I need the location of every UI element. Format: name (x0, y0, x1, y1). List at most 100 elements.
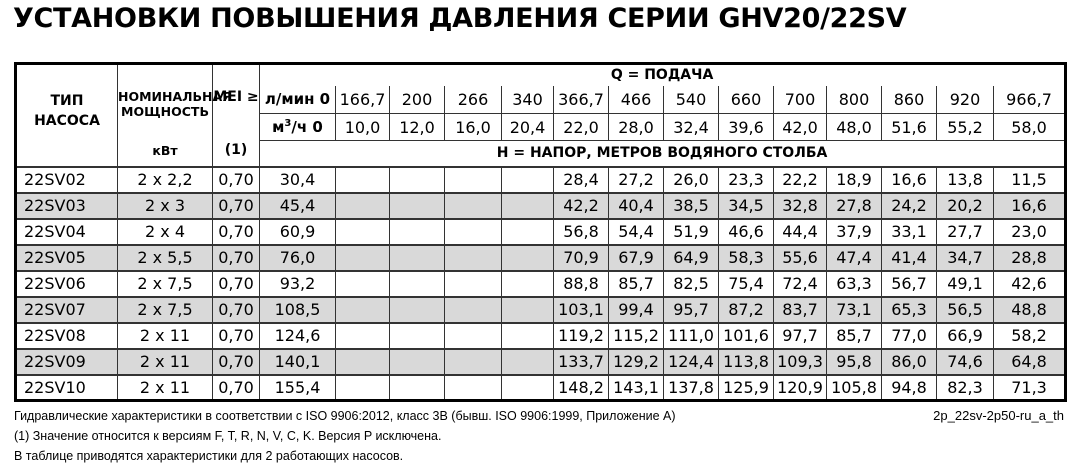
flow-lmin-value: 860 (881, 85, 937, 114)
head-value-cell: 99,4 (608, 295, 664, 324)
mei-label: MEI ≥ (213, 89, 259, 106)
head-value-cell: 70,9 (553, 243, 609, 272)
head-value-cell (335, 191, 390, 220)
head-value-cell: 54,4 (608, 217, 664, 246)
flow-lmin-value: 266 (444, 85, 502, 114)
head-value-cell (501, 373, 554, 402)
power-unit-label: кВт (152, 143, 178, 159)
head-value-cell: 119,2 (553, 321, 609, 350)
head-value-cell (389, 347, 445, 376)
head-value-cell: 30,4 (259, 165, 336, 194)
head-value-cell: 41,4 (881, 243, 937, 272)
col-header-pump-type: ТИП НАСОСА (15, 63, 118, 168)
head-value-cell: 85,7 (608, 269, 664, 298)
head-value-cell: 88,8 (553, 269, 609, 298)
head-value-cell: 76,0 (259, 243, 336, 272)
head-value-cell: 94,8 (881, 373, 937, 402)
flow-lmin-value: 340 (501, 85, 554, 114)
power-cell: 2 x 11 (117, 347, 213, 376)
head-value-cell (501, 321, 554, 350)
mei-footnote-ref: (1) (224, 142, 248, 159)
head-value-cell (335, 321, 390, 350)
head-value-cell: 137,8 (663, 373, 719, 402)
head-value-cell (389, 191, 445, 220)
table-row: 22SV02 2 x 2,2 0,70 30,4 28,4 27,2 26,0 23,3 22,… (15, 165, 1067, 194)
head-value-cell: 97,7 (773, 321, 827, 350)
head-value-cell: 64,8 (992, 347, 1067, 376)
head-value-cell: 22,2 (773, 165, 827, 194)
flow-m3h-value: 32,4 (663, 113, 719, 141)
table-row: 22SV05 2 x 5,5 0,70 76,0 70,9 67,9 64,9 58,3 55,… (15, 243, 1067, 272)
head-value-cell: 27,8 (826, 191, 882, 220)
flow-m3h-value: 28,0 (608, 113, 664, 141)
head-value-cell: 16,6 (881, 165, 937, 194)
mei-cell: 0,70 (212, 269, 260, 298)
flow-lmin-value: 800 (826, 85, 882, 114)
flow-m3h-row: м3/ч 0 10,0 12,0 16,0 20,4 22,0 28,0 32,4 39,6 4… (16, 113, 1067, 141)
head-value-cell: 133,7 (553, 347, 609, 376)
head-value-cell: 124,4 (663, 347, 719, 376)
head-value-cell: 44,4 (773, 217, 827, 246)
head-value-cell (389, 269, 445, 298)
flow-m3h-value: 10,0 (335, 113, 390, 141)
head-value-cell: 27,7 (936, 217, 994, 246)
head-value-cell (335, 347, 390, 376)
head-value-cell: 45,4 (259, 191, 336, 220)
head-value-cell (501, 243, 554, 272)
head-value-cell (444, 373, 502, 402)
mei-cell: 0,70 (212, 347, 260, 376)
head-value-cell (444, 295, 502, 324)
flow-lmin-value: 200 (389, 85, 445, 114)
pump-type-cell: 22SV08 (15, 321, 118, 350)
head-value-cell: 95,7 (663, 295, 719, 324)
head-value-cell (501, 269, 554, 298)
head-value-cell (335, 165, 390, 194)
q-flow-header: Q = ПОДАЧА (610, 67, 714, 84)
head-value-cell (335, 243, 390, 272)
head-value-cell (389, 321, 445, 350)
head-value-cell: 125,9 (718, 373, 774, 402)
flow-m3h-value: 12,0 (389, 113, 445, 141)
flow-lmin-value: 366,7 (553, 85, 609, 114)
pump-type-cell: 22SV05 (15, 243, 118, 272)
head-value-cell: 101,6 (718, 321, 774, 350)
power-cell: 2 x 5,5 (117, 243, 213, 272)
head-value-cell: 58,3 (718, 243, 774, 272)
power-cell: 2 x 7,5 (117, 295, 213, 324)
flow-unit-lmin: л/мин 0 (259, 85, 336, 114)
power-cell: 2 x 4 (117, 217, 213, 246)
head-value-cell (389, 373, 445, 402)
h-head-header: Н = НАПОР, МЕТРОВ ВОДЯНОГО СТОЛБА (259, 140, 1066, 168)
flow-lmin-row: л/мин 0 166,7 200 266 340 366,7 466 540 660 700 8… (16, 85, 1067, 114)
head-value-cell: 56,5 (936, 295, 994, 324)
flow-m3h-value: 42,0 (773, 113, 827, 141)
head-value-cell: 34,5 (718, 191, 774, 220)
flow-m3h-value: 16,0 (444, 113, 502, 141)
mei-cell: 0,70 (212, 295, 260, 324)
head-value-cell (501, 165, 554, 194)
table-row: 22SV04 2 x 4 0,70 60,9 56,8 54,4 51,9 46,6 44,4 3… (15, 217, 1067, 246)
head-value-cell: 33,1 (881, 217, 937, 246)
head-value-cell: 109,3 (773, 347, 827, 376)
flow-lmin-value: 920 (936, 85, 994, 114)
head-value-cell: 105,8 (826, 373, 882, 402)
flow-lmin-value: 660 (718, 85, 774, 114)
head-value-cell: 58,2 (992, 321, 1067, 350)
footnote-mei-versions: (1) Значение относится к версиям F, T, R… (14, 429, 442, 443)
m3h-label-rest: /ч 0 (291, 118, 323, 136)
flow-m3h-value: 20,4 (501, 113, 554, 141)
head-value-cell: 103,1 (553, 295, 609, 324)
table-row: 22SV09 2 x 11 0,70 140,1 133,7 129,2 124,4 113,… (15, 347, 1067, 376)
flow-m3h-value: 58,0 (992, 113, 1067, 141)
head-value-cell: 74,6 (936, 347, 994, 376)
pump-type-label-line1: ТИП (50, 93, 84, 110)
flow-m3h-value: 51,6 (881, 113, 937, 141)
power-label: НОМИНАЛЬНАЯ МОЩНОСТЬ (118, 89, 232, 119)
pump-type-cell: 22SV09 (15, 347, 118, 376)
col-header-nominal-power: НОМИНАЛЬНАЯ МОЩНОСТЬ кВт (117, 63, 232, 168)
head-value-cell (389, 295, 445, 324)
head-value-cell: 27,2 (608, 165, 664, 194)
pump-type-label-line2: НАСОСА (34, 113, 100, 130)
table-row: 22SV08 2 x 11 0,70 124,6 119,2 115,2 111,0 101,… (15, 321, 1067, 350)
head-value-cell: 93,2 (259, 269, 336, 298)
